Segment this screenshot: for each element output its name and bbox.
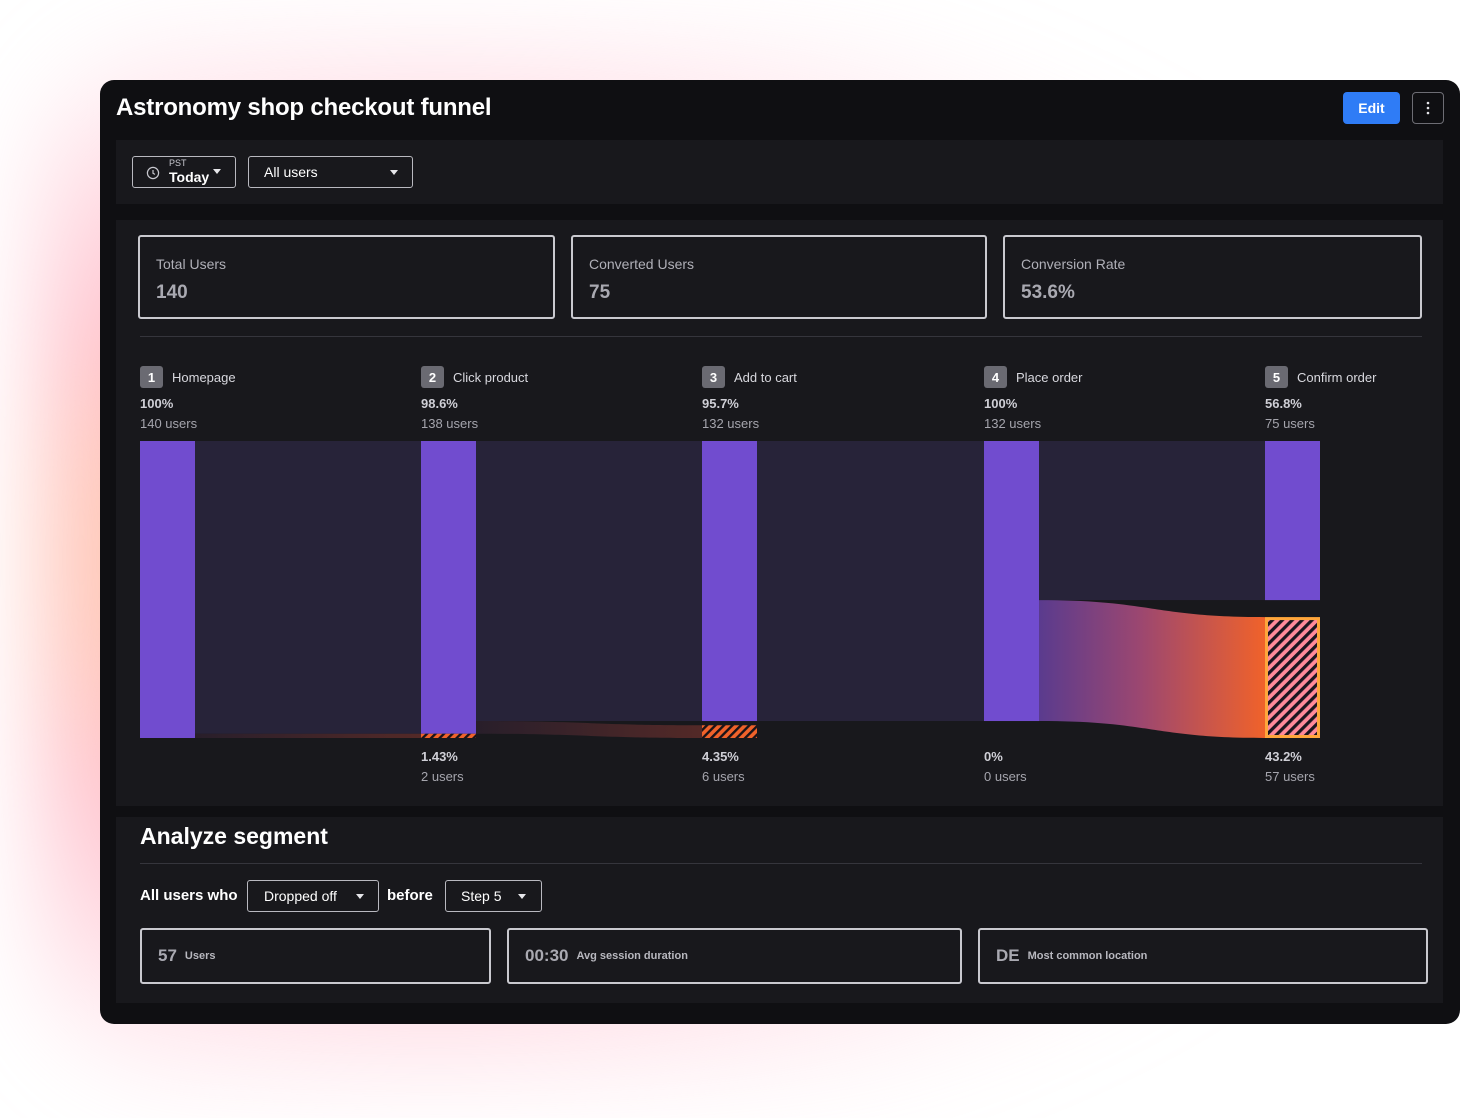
dropoff-percent: 1.43% — [421, 749, 458, 764]
funnel-flow — [476, 441, 702, 722]
stat-value: 75 — [589, 282, 611, 303]
segment-card-value: DE — [996, 946, 1020, 965]
audience-value: All users — [264, 164, 318, 180]
step-users: 132 users — [702, 416, 760, 431]
stat-card-conversion-rate: Conversion Rate 53.6% — [1003, 235, 1422, 319]
segment-connector: before — [387, 887, 433, 904]
segment-step-dropdown[interactable]: Step 5 — [445, 880, 542, 912]
edit-button[interactable]: Edit — [1343, 92, 1400, 124]
chevron-down-icon — [390, 170, 398, 175]
dropoff-users: 2 users — [421, 769, 464, 784]
chevron-down-icon — [356, 894, 364, 899]
stat-label: Converted Users — [589, 256, 695, 272]
segment-card-users: 57 Users — [140, 928, 491, 984]
step-name: Place order — [1016, 370, 1083, 385]
funnel-bar — [702, 441, 757, 722]
page-title: Astronomy shop checkout funnel — [116, 94, 492, 121]
stat-card-converted-users: Converted Users 75 — [571, 235, 987, 319]
funnel-chart — [140, 441, 1320, 739]
stat-card-total-users: Total Users 140 — [138, 235, 555, 319]
segment-card-session-duration: 00:30 Avg session duration — [507, 928, 962, 984]
step-badge: 4 — [984, 366, 1007, 388]
date-range-dropdown[interactable]: PST Today — [132, 156, 236, 188]
segment-action-dropdown[interactable]: Dropped off — [247, 880, 379, 912]
dropoff-percent: 43.2% — [1265, 749, 1302, 764]
step-percent: 95.7% — [702, 396, 739, 411]
date-range-label: PST Today — [169, 158, 210, 185]
funnel-bar — [140, 441, 195, 738]
segment-card-label: Most common location — [1027, 950, 1148, 962]
funnel-bar — [1265, 441, 1320, 601]
step-percent: 100% — [140, 396, 174, 411]
segment-card-value: 00:30 — [525, 946, 569, 965]
dropoff-users: 6 users — [702, 769, 745, 784]
dropoff-flow — [195, 733, 421, 738]
chevron-down-icon — [518, 894, 526, 899]
step-users: 75 users — [1265, 416, 1315, 431]
dropoff-bar — [1265, 617, 1320, 739]
stat-label: Conversion Rate — [1021, 256, 1126, 272]
date-range-value: Today — [169, 169, 210, 185]
step-name: Click product — [453, 370, 529, 385]
step-badge: 2 — [421, 366, 444, 388]
divider — [140, 336, 1422, 337]
step-name: Homepage — [172, 370, 236, 385]
analyze-segment-panel: Analyze segment All users who Dropped of… — [116, 817, 1443, 1003]
dropoff-bar — [702, 725, 757, 738]
dropoff-flow — [1039, 600, 1265, 738]
step-users: 138 users — [421, 416, 479, 431]
funnel-panel: Total Users 140 Converted Users 75 Conve… — [116, 220, 1443, 806]
step-badge: 5 — [1265, 366, 1288, 388]
clock-icon — [146, 166, 160, 180]
dropoff-flow — [476, 721, 702, 738]
segment-prefix: All users who — [140, 887, 238, 904]
step-name: Add to cart — [734, 370, 797, 385]
more-options-button[interactable] — [1412, 92, 1444, 124]
segment-card-label: Users — [184, 950, 216, 962]
dropoff-bar — [421, 733, 476, 738]
dropoff-users: 0 users — [984, 769, 1027, 784]
segment-card-label: Avg session duration — [576, 950, 688, 962]
funnel-flow — [757, 441, 984, 722]
segment-step-value: Step 5 — [461, 888, 502, 904]
chevron-down-icon — [213, 169, 221, 174]
funnel-flow — [195, 441, 421, 734]
step-percent: 56.8% — [1265, 396, 1302, 411]
funnel-bar — [421, 441, 476, 734]
segment-title: Analyze segment — [140, 823, 328, 849]
step-users: 140 users — [140, 416, 198, 431]
vertical-ellipsis-icon — [1426, 101, 1430, 115]
stat-value: 140 — [156, 282, 188, 303]
step-badge: 1 — [140, 366, 163, 388]
step-percent: 100% — [984, 396, 1018, 411]
funnel-flow — [1039, 441, 1265, 601]
timezone-label: PST — [169, 158, 187, 168]
audience-dropdown[interactable]: All users — [248, 156, 413, 188]
dropoff-percent: 4.35% — [702, 749, 739, 764]
stat-label: Total Users — [156, 256, 227, 272]
dropoff-percent: 0% — [984, 749, 1003, 764]
step-badge: 3 — [702, 366, 725, 388]
funnel-bar — [984, 441, 1039, 722]
dropoff-users: 57 users — [1265, 769, 1315, 784]
filter-bar: PST Today All users — [116, 140, 1443, 204]
divider — [140, 863, 1422, 864]
funnel-window: Astronomy shop checkout funnel Edit PST … — [100, 80, 1460, 1024]
segment-card-location: DE Most common location — [978, 928, 1428, 984]
step-name: Confirm order — [1297, 370, 1377, 385]
segment-action-value: Dropped off — [264, 888, 337, 904]
segment-card-value: 57 — [158, 946, 177, 965]
step-users: 132 users — [984, 416, 1042, 431]
step-percent: 98.6% — [421, 396, 458, 411]
stat-value: 53.6% — [1021, 282, 1075, 303]
